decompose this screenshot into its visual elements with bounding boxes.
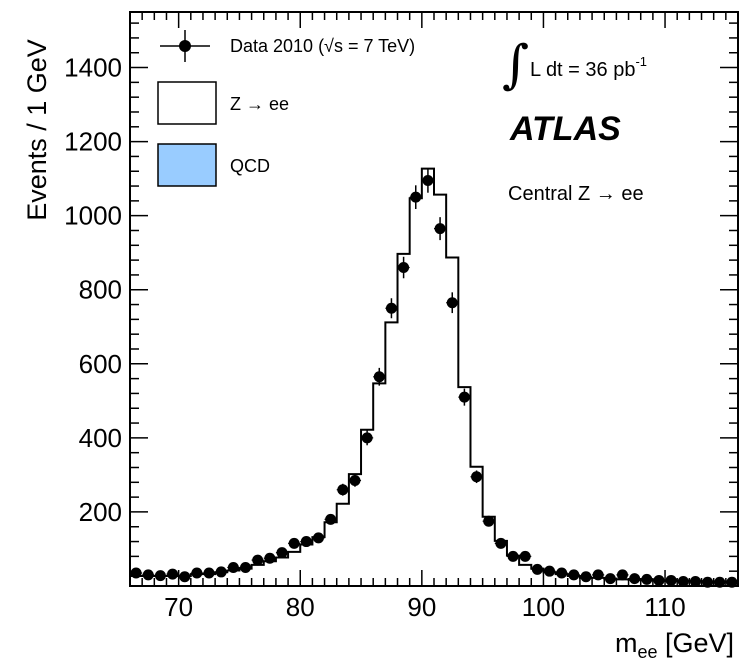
- y-tick-label: 1200: [64, 127, 122, 157]
- axis-layer: 70 80 90 100 110 200 400 600 800 1000 1200 1400: [64, 12, 739, 622]
- data-point: [385, 302, 397, 314]
- data-point: [154, 570, 166, 582]
- data-point: [483, 515, 495, 527]
- data-point: [556, 567, 568, 579]
- legend-data-marker: [160, 30, 210, 62]
- y-tick-label: 1000: [64, 201, 122, 231]
- luminosity-annotation: ∫ L dt = 36 pb-1: [502, 35, 647, 95]
- data-point: [276, 547, 288, 559]
- integral-sign-icon: ∫: [502, 35, 529, 95]
- data-point: [471, 471, 483, 483]
- luminosity-text: L dt = 36 pb-1: [530, 54, 647, 81]
- y-tick-label: 200: [79, 497, 122, 527]
- data-point: [592, 569, 604, 581]
- luminosity-exponent: -1: [635, 54, 647, 69]
- data-point: [361, 432, 373, 444]
- data-point: [373, 371, 385, 383]
- x-tick-label: 110: [644, 592, 685, 622]
- data-point: [544, 565, 556, 577]
- experiment-label: ATLAS: [509, 110, 621, 148]
- x-axis-title-unit: [GeV]: [657, 628, 734, 658]
- data-point: [203, 567, 215, 579]
- luminosity-value: L dt = 36 pb: [530, 59, 635, 81]
- y-tick-label: 1400: [64, 53, 122, 83]
- y-axis-title: Events / 1 GeV: [22, 39, 52, 221]
- x-axis-title: mee [GeV]: [615, 628, 734, 662]
- data-point: [142, 569, 154, 581]
- data-point: [689, 576, 701, 588]
- data-point: [191, 567, 203, 579]
- data-point: [337, 484, 349, 496]
- data-point: [349, 474, 361, 486]
- data-point: [227, 561, 239, 573]
- data-point: [300, 536, 312, 548]
- data-point: [312, 532, 324, 544]
- data-point: [495, 537, 507, 549]
- data-point: [568, 569, 580, 581]
- data-point: [264, 552, 276, 564]
- data-point: [616, 569, 628, 581]
- data-points-layer: [130, 168, 738, 588]
- data-point: [507, 550, 519, 562]
- legend-zee-swatch: [157, 81, 217, 125]
- legend-data-label: Data 2010 (√s = 7 TeV): [230, 36, 415, 56]
- data-point: [446, 297, 458, 309]
- data-point: [288, 537, 300, 549]
- legend-zee-label: Z → ee: [230, 94, 289, 114]
- data-point: [604, 573, 616, 585]
- legend-qcd-swatch: [157, 143, 217, 187]
- data-point: [422, 174, 434, 186]
- data-point: [580, 571, 592, 583]
- x-tick-label: 100: [522, 592, 565, 622]
- data-point: [130, 567, 142, 579]
- selection-label: Central Z → ee: [508, 183, 644, 205]
- x-tick-label: 70: [164, 592, 193, 622]
- data-point: [677, 576, 689, 588]
- legend-qcd-label: QCD: [230, 156, 270, 176]
- data-point: [641, 573, 653, 585]
- data-point: [434, 223, 446, 235]
- y-tick-label: 400: [79, 423, 122, 453]
- y-tick-label: 800: [79, 275, 122, 305]
- x-tick-label: 80: [286, 592, 315, 622]
- legend: Data 2010 (√s = 7 TeV) Z → ee QCD: [157, 30, 415, 187]
- data-point: [215, 566, 227, 578]
- data-point: [458, 391, 470, 403]
- data-point: [410, 191, 422, 203]
- x-axis-title-main: m: [615, 628, 638, 658]
- y-tick-label: 600: [79, 349, 122, 379]
- data-point: [629, 573, 641, 585]
- data-point: [531, 563, 543, 575]
- x-tick-label: 90: [407, 592, 436, 622]
- data-point: [179, 571, 191, 583]
- data-point: [653, 574, 665, 586]
- data-point: [240, 561, 252, 573]
- data-point: [167, 568, 179, 580]
- data-point: [252, 554, 264, 566]
- data-point: [665, 574, 677, 586]
- data-point: [519, 550, 531, 562]
- data-point: [398, 262, 410, 274]
- x-axis-title-subscript: ee: [637, 642, 657, 662]
- data-point: [325, 513, 337, 525]
